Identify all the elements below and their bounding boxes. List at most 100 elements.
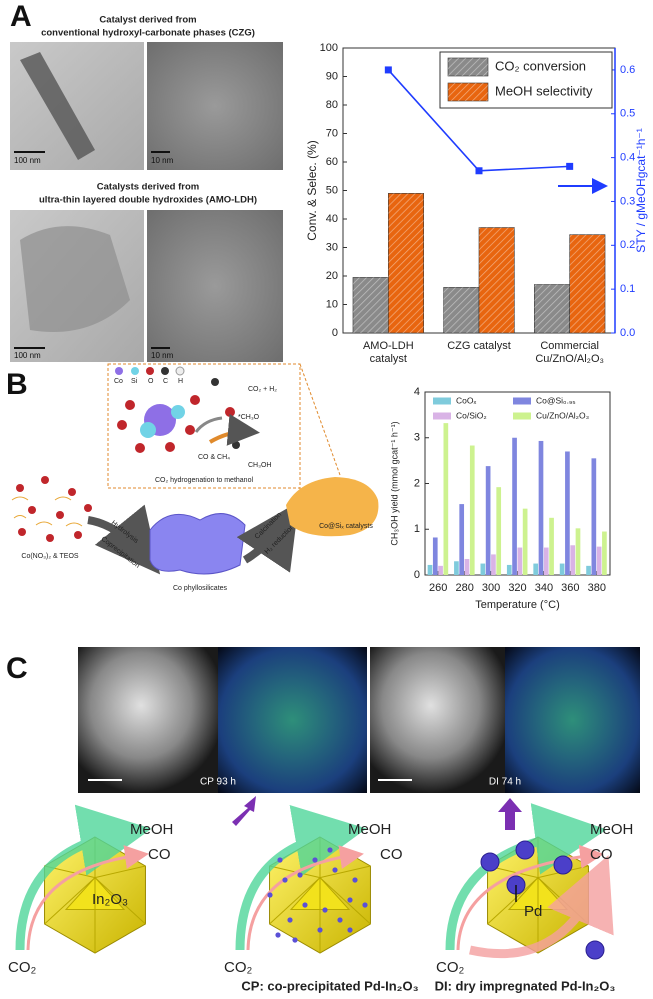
atom-key (175, 366, 185, 376)
bar (586, 565, 591, 575)
inset-caption: CO₂ hydrogenation to methanol (155, 477, 253, 484)
legend-label: MeOH selectivity (495, 83, 593, 98)
crystal-edge (487, 877, 539, 925)
x-tick-label: Commercial (540, 340, 599, 352)
product-label: CO (590, 846, 613, 863)
y-tick-label: 1 (414, 523, 420, 535)
reaction-label: *CH₃O (238, 414, 260, 421)
pd-atom (327, 847, 333, 853)
bar (575, 528, 581, 575)
scale-label: 10 nm (151, 351, 174, 360)
shape (28, 506, 36, 514)
flow-arrow (469, 855, 614, 959)
y-tick-label: 10 (326, 298, 338, 310)
shape (125, 400, 135, 410)
x-tick-label: Cu/ZnO/Al₂O₃ (535, 353, 604, 365)
legend-label: CoOₓ (456, 395, 476, 405)
bar (480, 563, 486, 575)
shape (18, 528, 26, 536)
pd-atom (302, 902, 308, 908)
x-tick-label: 280 (455, 582, 473, 594)
reactant-label: CO₂ (224, 959, 253, 976)
pd-atom (277, 857, 283, 863)
product-label: CO (380, 846, 403, 863)
y-tick-label: 20 (326, 270, 338, 282)
y-tick-label: 70 (326, 127, 338, 139)
crystal-edge (269, 877, 321, 925)
bar-hatch (352, 277, 389, 333)
pd-atom (322, 907, 328, 913)
y-tick-label: 4 (414, 386, 420, 398)
shape (225, 407, 235, 417)
bar (543, 547, 549, 575)
y-tick-label: 100 (320, 42, 338, 54)
x-tick-label: 340 (535, 582, 553, 594)
shape (117, 420, 127, 430)
shape (74, 531, 82, 539)
eds-map (505, 647, 640, 793)
y2-tick-label: 0.4 (620, 152, 635, 164)
scale-label: 100 nm (14, 351, 41, 360)
legend-label: Co/SiO₂ (456, 410, 487, 420)
image-caption: conventional hydroxyl-carbonate phases (… (41, 28, 255, 39)
scale-label: 10 nm (151, 156, 174, 165)
flow-arrow (235, 805, 367, 951)
shape (56, 511, 64, 519)
y-tick-label: 0 (414, 569, 420, 581)
bar (485, 466, 491, 575)
tem-image (147, 210, 283, 362)
haadf-image (370, 647, 505, 793)
y2-tick-label: 0.2 (620, 239, 635, 251)
pd-atom (287, 917, 293, 923)
panel-caption: CP: co-precipitated Pd-In₂O₃ (241, 978, 418, 993)
bar (517, 547, 523, 575)
x-tick-label: 300 (482, 582, 500, 594)
bar (506, 564, 512, 575)
shape (211, 378, 219, 386)
x-tick-label: CZG catalyst (447, 340, 511, 352)
bar (512, 437, 517, 575)
phyllosilicate-shape (149, 513, 246, 575)
bar (602, 531, 607, 575)
y-tick-label: 0 (332, 327, 338, 339)
bar-hatch (534, 284, 570, 333)
y-axis-label: CH₃OH yield (mmol gcat⁻¹ h⁻¹) (389, 421, 399, 545)
line-marker (566, 162, 574, 170)
flow-arrow (26, 845, 149, 951)
pd-atom (267, 892, 273, 898)
bar-hatch (388, 193, 424, 333)
shape (135, 443, 145, 453)
x-tick-label: AMO-LDH (363, 340, 414, 352)
shape (140, 422, 156, 438)
crystal-edge (44, 877, 96, 925)
x-tick-label: catalyst (370, 353, 407, 365)
y-tick-label: 40 (326, 213, 338, 225)
product-label: MeOH (348, 821, 391, 838)
x-tick-label: 320 (508, 582, 526, 594)
pd-atom (312, 857, 318, 863)
bar (596, 546, 602, 575)
image-label: DI 74 h (489, 777, 521, 788)
atom-key (115, 367, 123, 375)
shape (68, 488, 76, 496)
pd-atom (275, 932, 281, 938)
process-label: Co(NO₃)₂ & TEOS (21, 553, 79, 560)
bar (438, 565, 443, 575)
panel-caption: DI: dry impregnated Pd-In₂O₃ (435, 978, 616, 993)
pd-atom (347, 897, 353, 903)
legend-hatch (448, 58, 488, 76)
atom-key (161, 367, 169, 375)
pd-atom (352, 877, 358, 883)
image-caption: Catalyst derived from (99, 15, 196, 26)
y-tick-label: 30 (326, 241, 338, 253)
reactant-label: CO₂ (8, 959, 37, 976)
pointer-arrow (498, 798, 522, 830)
pd-atom (347, 927, 353, 933)
atom-label: Si (131, 378, 138, 385)
bar (570, 545, 576, 575)
y-tick-label: 2 (414, 477, 420, 489)
atom-label: Co (114, 378, 123, 385)
shape (165, 442, 175, 452)
reaction-arrow (208, 413, 260, 446)
